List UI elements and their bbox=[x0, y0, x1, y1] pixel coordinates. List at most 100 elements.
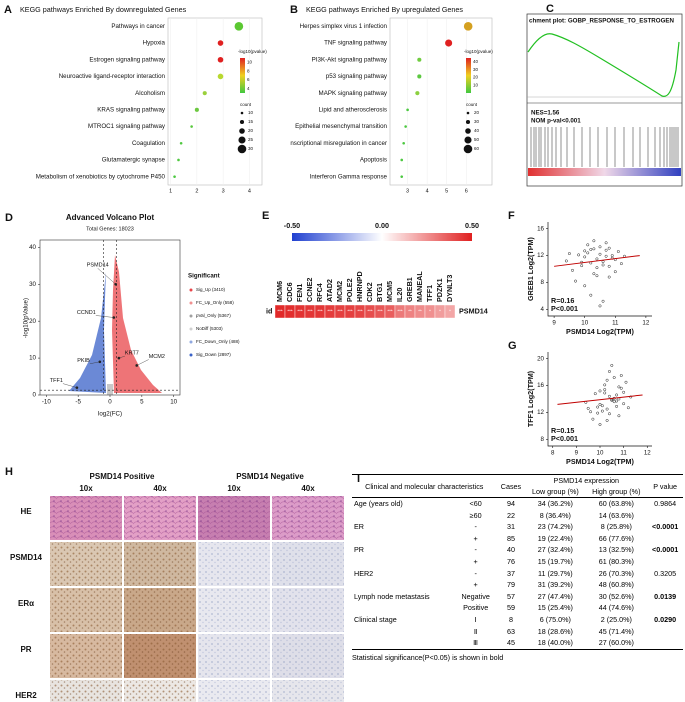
row-label: PSMD14 bbox=[459, 306, 488, 315]
category-label: MTROC1 signaling pathway bbox=[88, 123, 166, 130]
point bbox=[604, 241, 608, 245]
color-tick-label: 6 bbox=[247, 77, 250, 82]
point bbox=[612, 376, 616, 379]
table-row: PR - 40 27 (32.4%) 13 (32.5%) <0.0001 bbox=[352, 544, 683, 556]
y-axis-label: -log10(pValue) bbox=[23, 298, 30, 338]
point bbox=[598, 402, 602, 406]
significance: *** bbox=[357, 309, 363, 314]
ihc-texture bbox=[50, 542, 122, 586]
legend-label: NoDiff (5303) bbox=[196, 326, 223, 331]
table-cell: Lymph node metastasis bbox=[354, 591, 430, 601]
clinical-table: Clinical and molecular characteristics Ca… bbox=[352, 474, 683, 662]
color-tick-label: 4 bbox=[247, 86, 250, 91]
table-cell: Negative bbox=[461, 591, 490, 601]
gsea-pval: NOM p-val<0.001 bbox=[531, 118, 581, 125]
group-header: PSMD14 Positive bbox=[90, 472, 155, 481]
table-cell: 37 bbox=[506, 568, 515, 578]
x-tick-label: 12 bbox=[642, 320, 649, 327]
y-tick-label: 12 bbox=[537, 252, 544, 259]
table-cell bbox=[352, 626, 455, 638]
panel-letter: B bbox=[290, 4, 298, 16]
trend-line bbox=[557, 394, 643, 405]
color-bar bbox=[240, 58, 245, 93]
significance: *** bbox=[337, 309, 343, 314]
ihc-texture bbox=[124, 542, 196, 586]
x-tick-label: 0 bbox=[108, 399, 112, 406]
point bbox=[595, 266, 599, 270]
point bbox=[603, 383, 607, 387]
table-cell: Ⅰ bbox=[474, 614, 477, 624]
ihc-texture bbox=[272, 496, 344, 540]
category-label: Apoptosis bbox=[360, 157, 387, 164]
legend-label: FC_Down_Only (488) bbox=[196, 339, 240, 344]
table-cell: 85 bbox=[506, 533, 515, 543]
y-axis-label: GREB1 Log2(TPM) bbox=[526, 236, 535, 300]
table-row: ER - 31 23 (74.2%) 8 (25.8%) <0.0001 bbox=[352, 521, 683, 533]
gsea-panel: chment plot: GOBP_RESPONSE_TO_ESTROGEN N… bbox=[526, 13, 683, 187]
point bbox=[592, 272, 596, 276]
table-cell: ER bbox=[354, 522, 364, 532]
x-tick-label: 1 bbox=[169, 188, 172, 194]
gene-label: TFF1 bbox=[50, 378, 63, 384]
table-cell: 8 (25.8%) bbox=[600, 522, 632, 532]
trend-line bbox=[554, 255, 640, 267]
category-label: Hypoxia bbox=[143, 40, 166, 47]
table-cell: 18 (28.6%) bbox=[537, 626, 573, 636]
table-cell: 94 bbox=[506, 499, 515, 508]
annotation: P<0.001 bbox=[551, 304, 578, 313]
gsea-barcode bbox=[530, 127, 679, 167]
y-tick-label: 4 bbox=[541, 306, 545, 313]
point bbox=[592, 247, 596, 251]
point bbox=[608, 370, 611, 373]
table-cell: 31 bbox=[506, 522, 515, 532]
ihc-texture bbox=[198, 680, 270, 702]
ihc-texture bbox=[272, 680, 344, 702]
size-key-label: 40 bbox=[474, 128, 480, 133]
size-key bbox=[463, 144, 473, 154]
gene-label: MCM2 bbox=[149, 354, 165, 360]
table-cell: <0.0001 bbox=[652, 522, 679, 532]
point bbox=[626, 406, 630, 410]
point bbox=[598, 423, 602, 426]
y-tick-label: 0 bbox=[33, 392, 37, 399]
table-cell: 22 bbox=[506, 510, 515, 520]
table-row: Clinical stage Ⅰ 8 6 (75.0%) 2 (25.0%) 0.0290 bbox=[352, 614, 683, 626]
x-tick-label: 11 bbox=[612, 320, 619, 327]
category-label: KRAS signaling pathway bbox=[97, 106, 166, 113]
dot bbox=[415, 91, 420, 96]
table-cell bbox=[647, 602, 683, 614]
table-cell: 27 (47.4%) bbox=[537, 591, 573, 601]
x-tick-label: 4 bbox=[248, 188, 251, 194]
table-cell: Ⅲ bbox=[473, 638, 479, 648]
column-label: PDZK1 bbox=[435, 278, 444, 302]
significance: *** bbox=[387, 309, 393, 314]
gene-leader bbox=[89, 361, 100, 364]
magnification: 40x bbox=[301, 484, 315, 493]
column-label: ATAD2 bbox=[325, 279, 334, 302]
size-key-label: 20 bbox=[248, 128, 254, 133]
table-cell: 27 (32.4%) bbox=[537, 545, 573, 555]
color-tick-label: 40 bbox=[473, 59, 479, 64]
panel-letter: A bbox=[4, 4, 12, 16]
table-cell: ≥60 bbox=[469, 510, 482, 520]
point bbox=[619, 386, 623, 390]
table-cell: - bbox=[474, 568, 477, 578]
ihc-texture bbox=[272, 588, 344, 632]
significance: * bbox=[439, 309, 441, 314]
row-label: ERα bbox=[18, 599, 34, 608]
category-label: PI3K-Akt signaling pathway bbox=[312, 56, 388, 63]
table-cell: <60 bbox=[469, 499, 482, 508]
column-label: MANEAL bbox=[415, 271, 424, 302]
column-label: TFF1 bbox=[425, 285, 434, 302]
legend-label: FC_Up_Only (558) bbox=[196, 300, 234, 305]
significance: * bbox=[449, 309, 451, 314]
header-cell: PSMD14 expression bbox=[553, 476, 620, 485]
table-cell: 48 (60.8%) bbox=[598, 580, 634, 590]
point bbox=[608, 412, 611, 416]
x-tick-label: 5 bbox=[445, 188, 448, 194]
dot bbox=[402, 141, 405, 145]
significance: *** bbox=[317, 309, 323, 314]
point bbox=[607, 264, 611, 268]
table-cell: 59 bbox=[506, 603, 515, 613]
size-key-label: 10 bbox=[248, 110, 254, 115]
